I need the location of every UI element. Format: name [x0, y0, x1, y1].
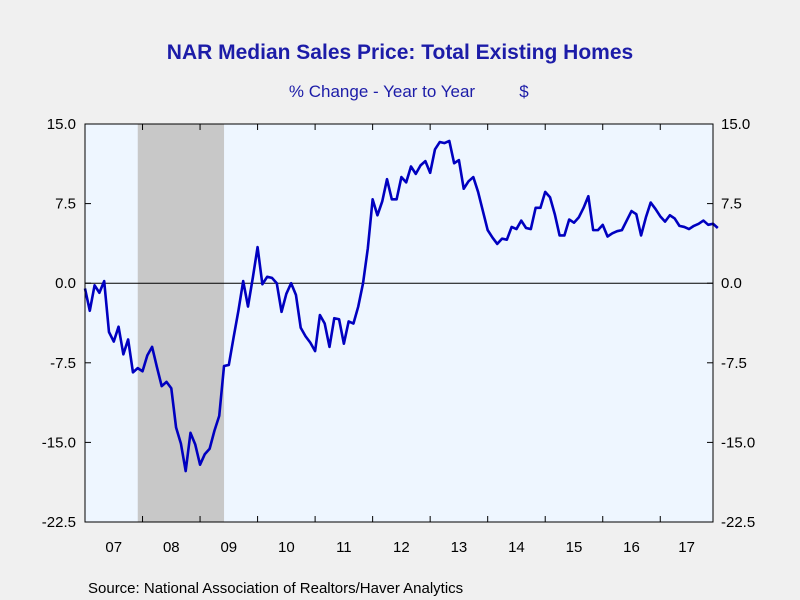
x-tick-label: 14	[508, 539, 525, 556]
y-tick-label-right: 7.5	[721, 196, 742, 213]
unit-label: $	[519, 82, 529, 101]
y-tick-label-right: -15.0	[721, 434, 755, 451]
plot-frame	[84, 123, 714, 523]
y-tick-label-right: -22.5	[721, 514, 755, 531]
recession-shading	[137, 124, 225, 522]
y-tick-label-left: 7.5	[55, 196, 76, 213]
x-tick-label: 07	[105, 539, 122, 556]
y-tick-label-right: 15.0	[721, 116, 750, 133]
chart-title: NAR Median Sales Price: Total Existing H…	[167, 41, 633, 64]
x-tick-label: 10	[278, 539, 295, 556]
y-tick-label-left: -15.0	[42, 434, 76, 451]
chart-subtitle: % Change - Year to Year	[289, 82, 476, 101]
y-tick-label-left: 15.0	[47, 116, 76, 133]
y-tick-label-left: 0.0	[55, 275, 76, 292]
source-note: Source: National Association of Realtors…	[88, 580, 463, 597]
x-tick-label: 11	[336, 539, 352, 556]
y-tick-label-right: -7.5	[721, 355, 747, 372]
y-tick-label-left: -7.5	[50, 355, 76, 372]
x-tick-label: 17	[678, 539, 695, 556]
y-tick-label-right: 0.0	[721, 275, 742, 292]
y-tick-label-left: -22.5	[42, 514, 76, 531]
x-tick-label: 15	[566, 539, 583, 556]
series-line-0	[83, 139, 719, 473]
x-tick-label: 08	[163, 539, 180, 556]
x-tick-label: 12	[393, 539, 410, 556]
x-tick-label: 13	[451, 539, 468, 556]
x-tick-label: 16	[623, 539, 640, 556]
x-tick-label: 09	[220, 539, 237, 556]
